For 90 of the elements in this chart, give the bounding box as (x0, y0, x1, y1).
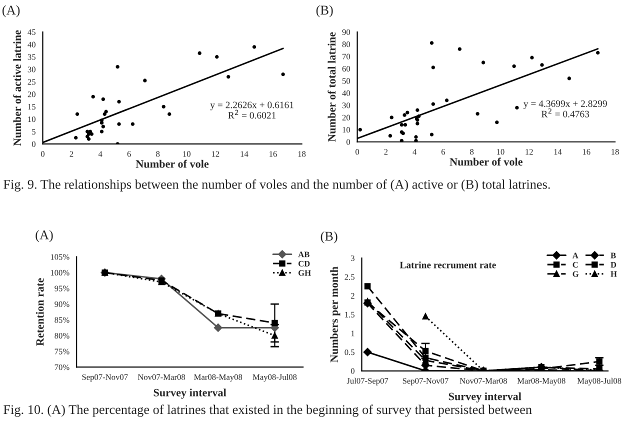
y-tick-label: 25 (28, 79, 36, 85)
x-tick-label: Sep07-Nov07 (402, 378, 448, 386)
x-tick-label: Mar08-May08 (194, 374, 242, 382)
x-tick-label: May08-Jul08 (577, 378, 622, 386)
y-tick-label: 30 (28, 66, 36, 72)
chart-title: (A) (36, 230, 53, 242)
x-tick-label: 2 (384, 149, 388, 155)
x-tick-label: 8 (156, 151, 160, 157)
y-tick-label: 20 (28, 92, 36, 98)
legend-label: GH (298, 270, 311, 276)
y-tick-label: 45 (28, 29, 36, 35)
y-tick-label: 100% (50, 270, 70, 276)
y-axis-title: Number of active latrine (13, 30, 22, 146)
y-tick-label: 1 (351, 330, 354, 336)
legend-label: A (572, 252, 578, 258)
x-tick-label: 8 (470, 149, 474, 155)
y-tick-label: 10 (342, 127, 350, 133)
y-tick-label: 2.5 (344, 274, 354, 280)
y-tick-label: 15 (28, 104, 36, 110)
text: y = 2.2626x + 0.6161 R$^{2}$ = 0.6021 (210, 102, 294, 119)
x-tick-label: 10 (497, 149, 504, 155)
y-tick-label: 0 (346, 139, 350, 145)
x-axis-title: Number of vole (136, 160, 209, 168)
x-tick-label: 14 (554, 149, 562, 155)
y-tick-label: 0 (32, 141, 36, 147)
legend-label: B (610, 252, 616, 258)
y-tick-label: 85% (54, 317, 70, 323)
x-tick-label: 4 (412, 149, 417, 155)
y-tick-label: 80% (54, 332, 70, 339)
x-tick-label: 18 (612, 149, 619, 155)
x-tick-label: May08-Jul08 (252, 374, 297, 382)
x-tick-label: 6 (127, 151, 131, 157)
x-tick-label: 14 (240, 151, 248, 157)
y-tick-label: 50 (342, 78, 350, 84)
y-tick-label: 30 (342, 102, 350, 108)
y-tick-label: 105% (50, 254, 70, 260)
y-tick-label: 20 (342, 114, 350, 120)
x-tick-label: Mar08-May08 (517, 378, 566, 386)
y-axis-title: Number of total latrine (328, 32, 336, 142)
x-tick-label: Jul07-Sep07 (346, 378, 388, 386)
x-tick-label: 4 (98, 151, 102, 157)
x-tick-label: 6 (441, 149, 446, 155)
y-tick-label: 35 (28, 54, 36, 60)
y-axis-title: Numbers per month (330, 266, 340, 362)
y-axis-title: Retention rate (36, 278, 44, 346)
y-tick-label: 5 (32, 128, 36, 135)
x-tick-label: 16 (270, 151, 277, 157)
x-tick-label: 12 (526, 149, 533, 155)
x-axis-title: Survey interval (448, 392, 522, 402)
legend-label: H (610, 271, 617, 277)
y-tick-label: 60 (342, 66, 350, 72)
x-tick-label: Sep07-Nov07 (82, 374, 128, 382)
chart-title: (B) (320, 231, 338, 244)
x-axis-title: Survey interval (154, 388, 226, 399)
y-tick-label: 2 (351, 293, 354, 299)
y-tick-label: 95% (54, 286, 70, 292)
y-tick-label: 80 (342, 42, 350, 48)
y-tick-label: 40 (28, 42, 36, 48)
caption: Fig. 10. (A) The percentage of latrines that existed in the beginning of survey that persisted between (4, 404, 532, 417)
y-tick-label: 40 (342, 90, 350, 96)
text: y = 4.3699x + 2.8299 R$^{2}$ = 0.4763 (524, 100, 607, 118)
x-tick-label: 0 (356, 149, 360, 155)
caption: Fig. 9. The relationships between the number of voles and the number of (A) active or (B) total latrines. (4, 179, 550, 192)
legend-label: D (610, 262, 616, 268)
legend-label: G (572, 271, 579, 277)
y-tick-label: 75% (54, 348, 70, 354)
x-tick-label: 0 (40, 151, 45, 157)
y-tick-label: 90% (54, 301, 70, 308)
legend-label: C (572, 262, 578, 268)
legend-label: CD (298, 260, 310, 267)
y-tick-label: 0 (350, 368, 354, 374)
x-axis-title: Number of vole (450, 158, 522, 166)
y-tick-label: 3 (351, 255, 354, 262)
y-tick-label: 0.5 (344, 349, 354, 356)
chart-subtitle: Latrine recrument rate (400, 261, 496, 268)
y-tick-label: 90 (342, 29, 350, 35)
chart-title: (A) (2, 5, 20, 18)
x-tick-label: 2 (70, 151, 74, 157)
y-tick-label: 1.5 (345, 312, 354, 318)
legend-label: AB (298, 252, 310, 258)
x-tick-label: 16 (582, 149, 590, 155)
chart-title: (B) (316, 5, 333, 18)
y-tick-label: 70% (54, 364, 70, 370)
x-tick-label: Nov07-Mar08 (460, 378, 507, 384)
x-tick-label: 10 (183, 151, 190, 157)
x-tick-label: Nov07-Mar08 (138, 374, 186, 380)
x-tick-label: 12 (212, 151, 220, 157)
y-tick-label: 70 (342, 54, 350, 60)
x-tick-label: 18 (298, 151, 306, 157)
y-tick-label: 10 (28, 116, 36, 122)
